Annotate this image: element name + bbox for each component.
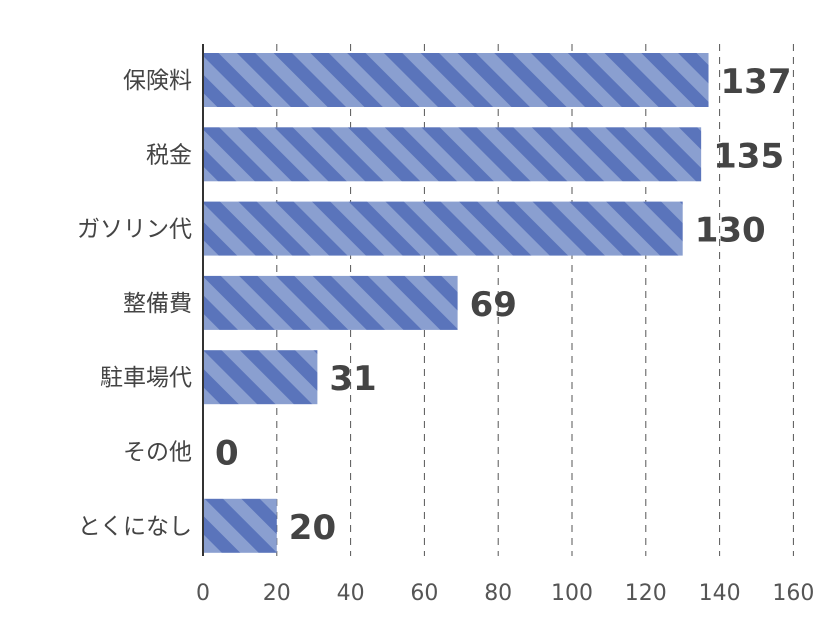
bars bbox=[203, 53, 709, 553]
bar bbox=[203, 498, 277, 553]
bar bbox=[203, 127, 702, 182]
value-labels: 137 135 130 69 31 0 20 bbox=[215, 62, 792, 548]
x-tick-label: 40 bbox=[337, 581, 365, 606]
value-label: 31 bbox=[329, 359, 376, 399]
bar bbox=[203, 350, 318, 405]
value-label: 130 bbox=[695, 211, 766, 251]
category-label: 駐車場代 bbox=[100, 365, 192, 391]
value-label: 137 bbox=[721, 62, 792, 102]
x-tick-label: 140 bbox=[699, 581, 741, 606]
category-label: 保険料 bbox=[123, 68, 192, 94]
x-tick-label: 0 bbox=[196, 581, 210, 606]
x-tick-label: 120 bbox=[625, 581, 667, 606]
bar bbox=[203, 53, 709, 107]
bar bbox=[203, 275, 458, 330]
value-label: 0 bbox=[215, 434, 239, 474]
value-label: 135 bbox=[713, 136, 784, 176]
category-label: とくになし bbox=[78, 514, 192, 540]
x-tick-label: 100 bbox=[551, 581, 593, 606]
category-label: 税金 bbox=[146, 142, 192, 168]
x-tick-label: 60 bbox=[410, 581, 438, 606]
category-label: その他 bbox=[123, 440, 192, 466]
x-tick-label: 20 bbox=[263, 581, 291, 606]
value-label: 69 bbox=[470, 285, 517, 325]
value-label: 20 bbox=[289, 508, 336, 548]
x-tick-label: 160 bbox=[772, 581, 814, 606]
bar bbox=[203, 201, 683, 256]
category-label: 整備費 bbox=[123, 291, 192, 317]
x-tick-labels: 0 20 40 60 80 100 120 140 160 bbox=[196, 581, 814, 606]
x-tick-label: 80 bbox=[484, 581, 512, 606]
category-label: ガソリン代 bbox=[77, 217, 192, 243]
